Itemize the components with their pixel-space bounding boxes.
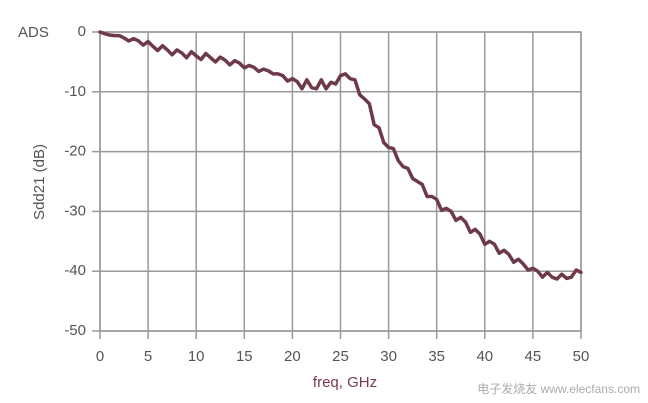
- x-tick-label: 40: [476, 348, 493, 365]
- x-tick-label: 0: [96, 348, 104, 365]
- data-line: [98, 30, 583, 281]
- x-tick-label: 35: [428, 348, 445, 365]
- y-tick-label: -20: [64, 143, 86, 160]
- y-tick-label: -30: [64, 202, 86, 219]
- y-tick-label: -40: [64, 262, 86, 279]
- x-tick-label: 20: [284, 348, 301, 365]
- x-tick-label: 5: [144, 348, 152, 365]
- x-tick-label: 15: [236, 348, 253, 365]
- y-tick-label: -50: [64, 322, 86, 339]
- x-tick-label: 50: [573, 348, 590, 365]
- y-axis-label: Sdd21 (dB): [31, 144, 48, 220]
- y-tick-label: 0: [78, 23, 86, 40]
- x-tick-label: 25: [332, 348, 349, 365]
- watermark: 电子发烧友 www.elecfans.com: [477, 381, 640, 396]
- y-tick-label: -10: [64, 83, 86, 100]
- corner-label: ADS: [18, 24, 49, 41]
- x-axis-label: freq, GHz: [313, 374, 377, 391]
- x-tick-label: 10: [188, 348, 205, 365]
- x-tick-label: 30: [380, 348, 397, 365]
- x-tick-label: 45: [525, 348, 542, 365]
